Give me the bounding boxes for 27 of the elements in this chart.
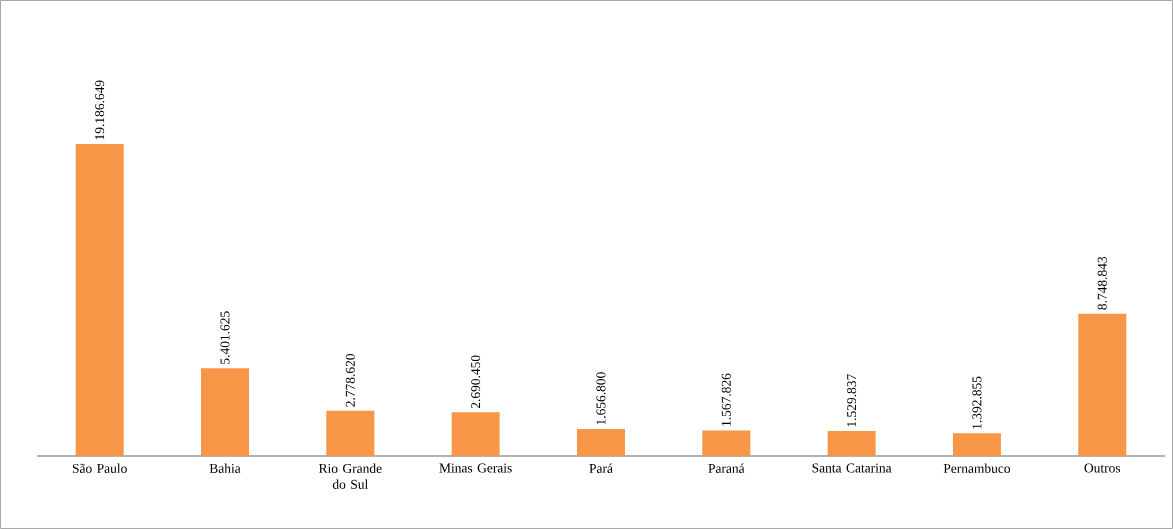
bar (576, 429, 625, 456)
bar (702, 430, 751, 456)
bar (1078, 313, 1127, 456)
data-label: 2.690.450 (471, 355, 481, 409)
data-label: 1.529.837 (847, 374, 857, 427)
bar (827, 431, 876, 456)
x-tick-label: Pernambuco (943, 463, 1011, 473)
bar (952, 433, 1001, 456)
x-tick-label: Santa Catarina (812, 463, 892, 473)
x-tick-label: São Paulo (72, 463, 127, 473)
bar (75, 143, 124, 456)
bar (451, 412, 500, 456)
x-tick-label: Paraná (708, 463, 745, 473)
bar (326, 410, 375, 456)
x-tick-label: Pará (589, 463, 613, 473)
x-tick-label: Rio Grande do Sul (318, 463, 382, 489)
x-tick-label: Outros (1084, 463, 1121, 473)
bar (201, 368, 249, 456)
data-label: 1.567.826 (721, 373, 731, 426)
data-label: 19.186.649 (95, 80, 105, 140)
data-label: 2.778.620 (345, 353, 355, 407)
data-label: 1.392.855 (972, 376, 982, 429)
data-label: 1.656.800 (596, 372, 606, 425)
x-tick-label: Bahia (209, 463, 241, 473)
data-label: 5.401.625 (220, 311, 230, 364)
data-label: 8.748.843 (1097, 256, 1107, 310)
x-tick-label: Minas Gerais (439, 463, 512, 473)
